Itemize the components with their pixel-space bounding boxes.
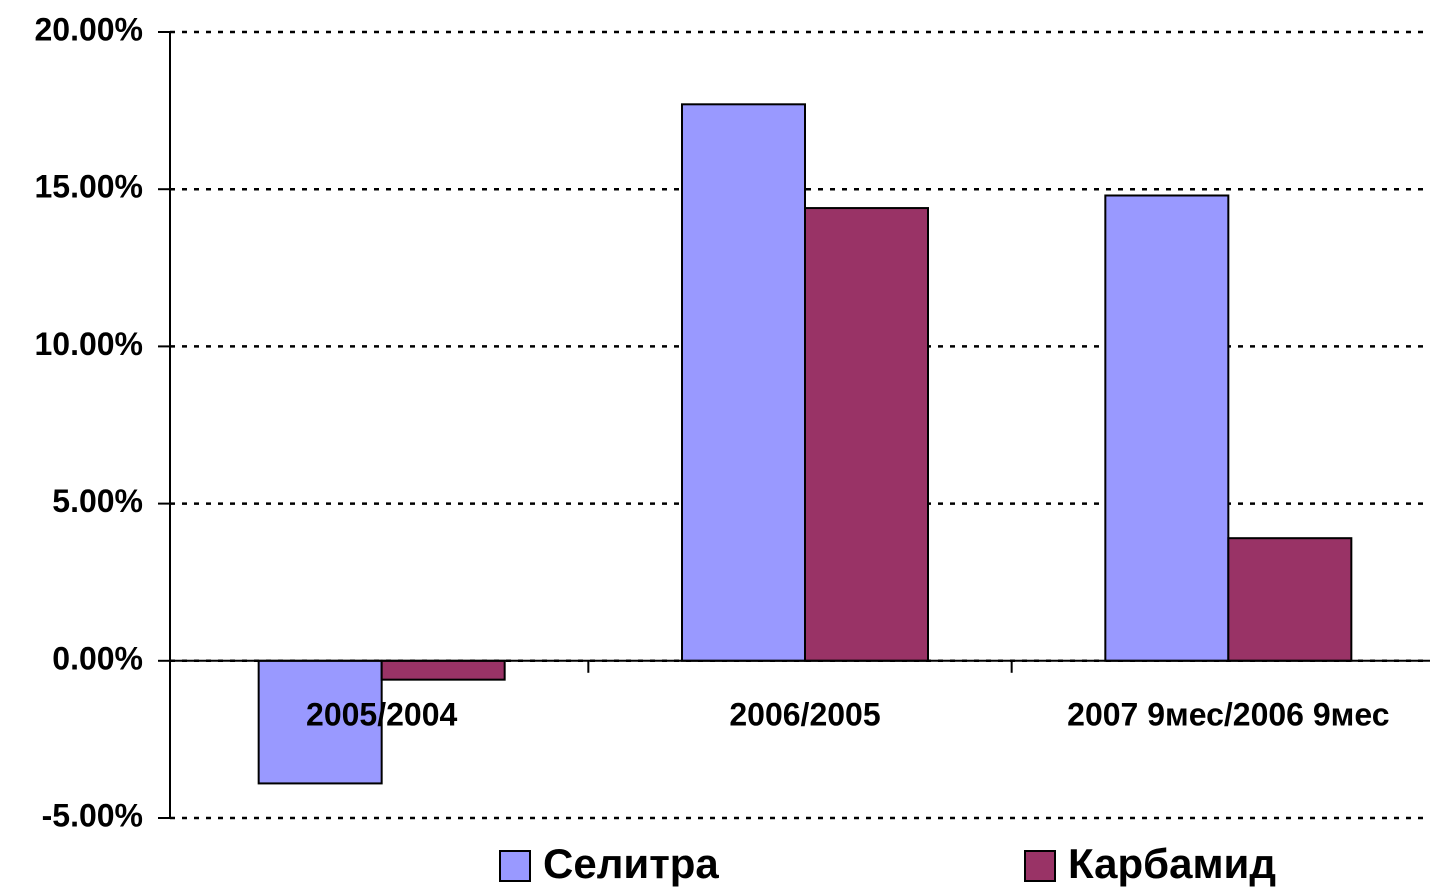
y-tick-label: 5.00% [52, 483, 143, 519]
x-tick-label: 2005/2004 [306, 696, 457, 732]
legend-label: Карбамид [1068, 840, 1276, 887]
legend-swatch [499, 850, 531, 882]
bar [380, 659, 506, 681]
x-tick-label: 2006/2005 [729, 696, 880, 732]
y-tick-label: 10.00% [34, 326, 143, 362]
x-tick-label: 2007 9мес/2006 9мес [1067, 696, 1389, 732]
legend-swatch [1024, 850, 1056, 882]
bar [681, 103, 806, 662]
y-tick-label: 15.00% [34, 169, 143, 205]
bar [1227, 537, 1353, 662]
bar [257, 659, 383, 785]
y-tick-label: -5.00% [42, 797, 143, 833]
y-tick-label: 20.00% [34, 11, 143, 47]
legend-label: Селитра [543, 840, 719, 887]
y-tick-label: 0.00% [52, 640, 143, 676]
bar [804, 207, 929, 662]
bar [1104, 194, 1230, 662]
